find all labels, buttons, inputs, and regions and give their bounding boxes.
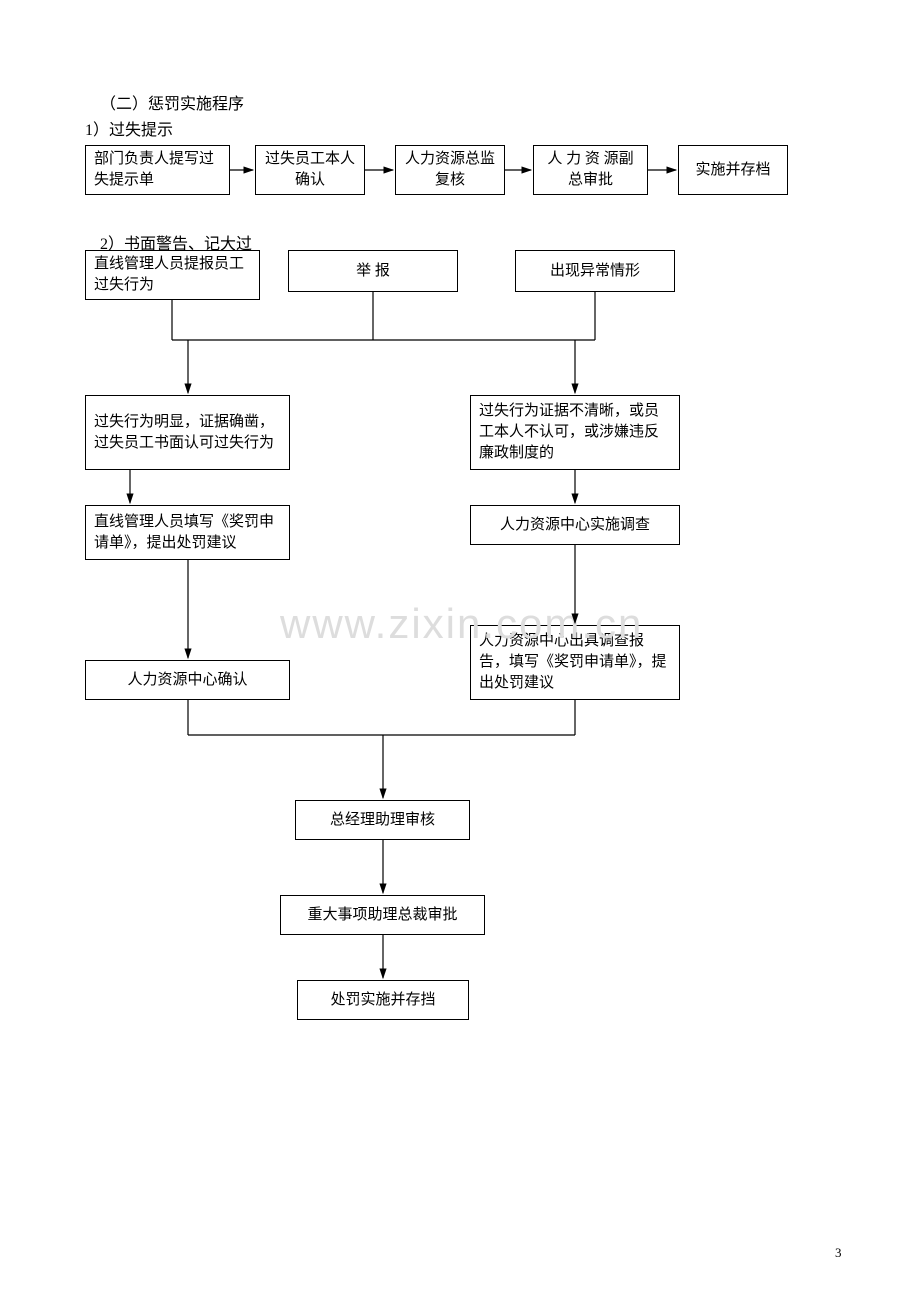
box-right-1: 过失行为证据不清晰，或员工本人不认可，或涉嫌违反廉政制度的 [470,395,680,470]
page-number: 3 [835,1245,842,1261]
box-left-2: 直线管理人员填写《奖罚申请单》，提出处罚建议 [85,505,290,560]
box-bottom-3: 处罚实施并存挡 [297,980,469,1020]
box-right-3: 人力资源中心出具调查报告，填写《奖罚申请单》，提出处罚建议 [470,625,680,700]
section-heading-2: 1）过失提示 [85,116,173,140]
box-row2-1: 直线管理人员提报员工过失行为 [85,250,260,300]
box-left-1: 过失行为明显，证据确凿，过失员工书面认可过失行为 [85,395,290,470]
box-row1-2: 过失员工本人确认 [255,145,365,195]
box-row2-2: 举 报 [288,250,458,292]
box-row2-3: 出现异常情形 [515,250,675,292]
box-left-3: 人力资源中心确认 [85,660,290,700]
box-row1-3: 人力资源总监复核 [395,145,505,195]
section-heading-1: （二）惩罚实施程序 [100,90,244,114]
box-bottom-1: 总经理助理审核 [295,800,470,840]
box-row1-1: 部门负责人提写过失提示单 [85,145,230,195]
box-bottom-2: 重大事项助理总裁审批 [280,895,485,935]
box-right-2: 人力资源中心实施调查 [470,505,680,545]
box-row1-5: 实施并存档 [678,145,788,195]
box-row1-4: 人 力 资 源副总审批 [533,145,648,195]
flowchart-arrows [0,0,920,1302]
